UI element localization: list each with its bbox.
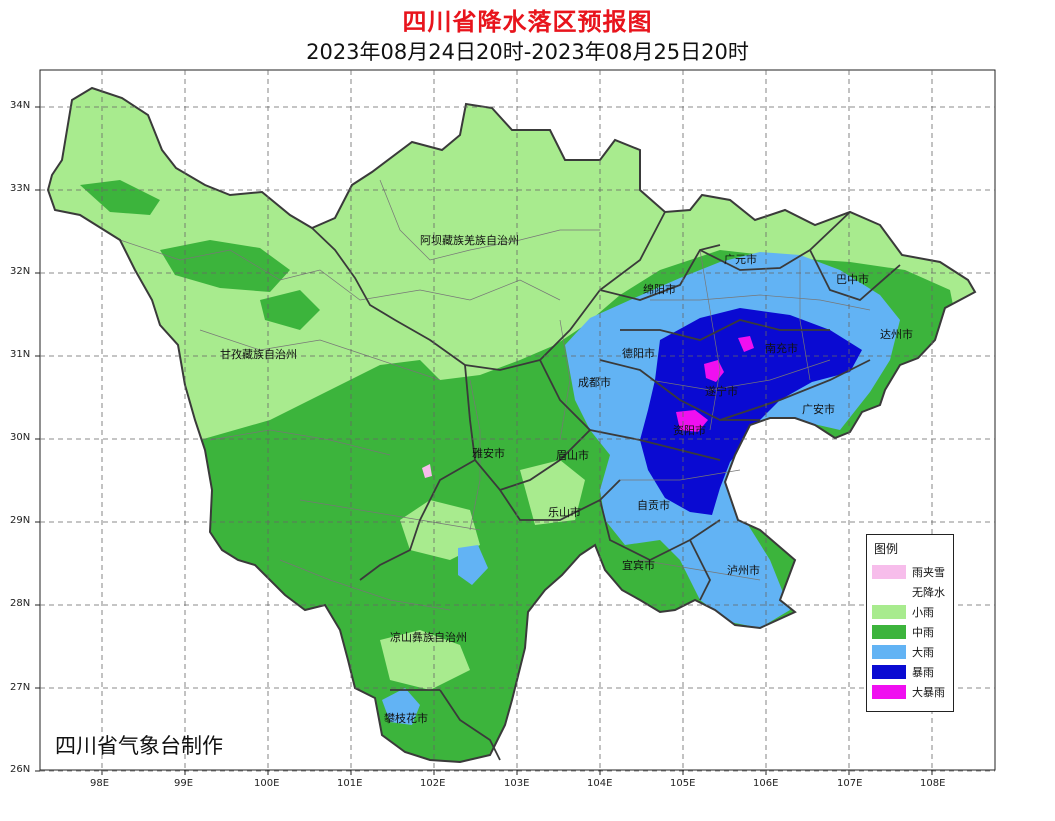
lat-label-29n: 29N <box>10 515 31 526</box>
forecast-period: 2023年08月24日20时-2023年08月25日20时 <box>306 40 749 64</box>
label-suining: 遂宁市 <box>705 385 738 398</box>
lat-label-31n: 31N <box>10 349 31 360</box>
label-meishan: 眉山市 <box>556 449 589 462</box>
lat-label-33n: 33N <box>10 183 31 194</box>
prefecture-boundaries <box>311 211 901 761</box>
lon-label-100e: 100E <box>254 778 280 789</box>
lon-label-103e: 103E <box>504 778 530 789</box>
legend-swatch-none <box>872 585 906 599</box>
label-leshan: 乐山市 <box>548 506 581 519</box>
legend-item: 雨夹雪 <box>872 563 952 581</box>
label-dazhou: 达州市 <box>880 328 913 341</box>
lon-label-108e: 108E <box>920 778 946 789</box>
legend-label: 大暴雨 <box>912 686 945 699</box>
legend-label: 雨夹雪 <box>912 566 945 579</box>
label-liangshan: 凉山彝族自治州 <box>390 631 467 644</box>
label-mianyang: 绵阳市 <box>643 283 676 296</box>
legend-title: 图例 <box>874 542 899 556</box>
label-ziyang: 资阳市 <box>673 424 706 437</box>
legend-swatch-light <box>872 605 906 619</box>
heavy-rainstorm-core-1 <box>676 410 708 432</box>
label-guangyuan: 广元市 <box>724 253 757 266</box>
label-deyang: 德阳市 <box>622 347 655 360</box>
map-legend: 图例 雨夹雪 无降水 小雨 中雨 大雨 暴雨 大暴雨 <box>866 534 954 712</box>
label-luzhou: 泸州市 <box>727 564 760 577</box>
lon-label-106e: 106E <box>753 778 779 789</box>
light-rain-patch-2 <box>380 630 470 690</box>
label-ganzi: 甘孜藏族自治州 <box>220 348 297 361</box>
lat-label-34n: 34N <box>10 100 31 111</box>
legend-item: 无降水 <box>872 583 952 601</box>
axis-ticks <box>35 106 933 775</box>
legend-label: 无降水 <box>912 586 945 599</box>
label-aba: 阿坝藏族羌族自治州 <box>420 234 519 247</box>
legend-label: 暴雨 <box>912 666 934 679</box>
lon-label-98e: 98E <box>90 778 110 789</box>
moderate-rain-blob-1 <box>160 240 290 292</box>
label-yibin: 宜宾市 <box>622 559 655 572</box>
heavy-rain-patch-southwest <box>382 688 420 725</box>
label-panzhihua: 攀枝花市 <box>384 712 428 725</box>
legend-swatch-moderate <box>872 625 906 639</box>
legend-label: 大雨 <box>912 646 934 659</box>
label-zigong: 自贡市 <box>637 499 670 512</box>
legend-swatch-rain-snow <box>872 565 906 579</box>
heavy-rainstorm-core-3 <box>738 336 754 352</box>
label-chengdu: 成都市 <box>578 376 611 389</box>
legend-label: 中雨 <box>912 626 934 639</box>
moderate-rain-blob-3 <box>260 290 320 330</box>
lon-label-99e: 99E <box>174 778 194 789</box>
lon-label-104e: 104E <box>587 778 613 789</box>
moderate-rain-blob-2 <box>80 180 160 215</box>
legend-item: 大暴雨 <box>872 683 952 701</box>
rain-snow-patch <box>422 464 432 478</box>
legend-item: 小雨 <box>872 603 952 621</box>
county-boundaries <box>119 179 871 611</box>
light-rain-patch-1 <box>400 500 480 560</box>
legend-swatch-heavy <box>872 645 906 659</box>
legend-label: 小雨 <box>912 606 934 619</box>
graticule <box>40 70 995 772</box>
lat-label-27n: 27N <box>10 682 31 693</box>
lon-label-102e: 102E <box>420 778 446 789</box>
lat-label-26n: 26N <box>10 764 31 775</box>
lat-label-30n: 30N <box>10 432 31 443</box>
label-guangan: 广安市 <box>802 403 835 416</box>
label-yaan: 雅安市 <box>472 447 505 460</box>
label-nanchong: 南充市 <box>765 342 798 355</box>
legend-swatch-storm <box>872 665 906 679</box>
map-title: 四川省降水落区预报图 <box>402 8 653 36</box>
legend-item: 中雨 <box>872 623 952 641</box>
lon-label-105e: 105E <box>670 778 696 789</box>
legend-swatch-heavy-storm <box>872 685 906 699</box>
lat-label-28n: 28N <box>10 598 31 609</box>
lon-label-101e: 101E <box>337 778 363 789</box>
legend-item: 暴雨 <box>872 663 952 681</box>
issuer-credit: 四川省气象台制作 <box>55 734 223 758</box>
lon-label-107e: 107E <box>837 778 863 789</box>
heavy-rain-patch-south <box>458 545 488 585</box>
legend-item: 大雨 <box>872 643 952 661</box>
label-bazhong: 巴中市 <box>836 273 869 286</box>
lat-label-32n: 32N <box>10 266 31 277</box>
